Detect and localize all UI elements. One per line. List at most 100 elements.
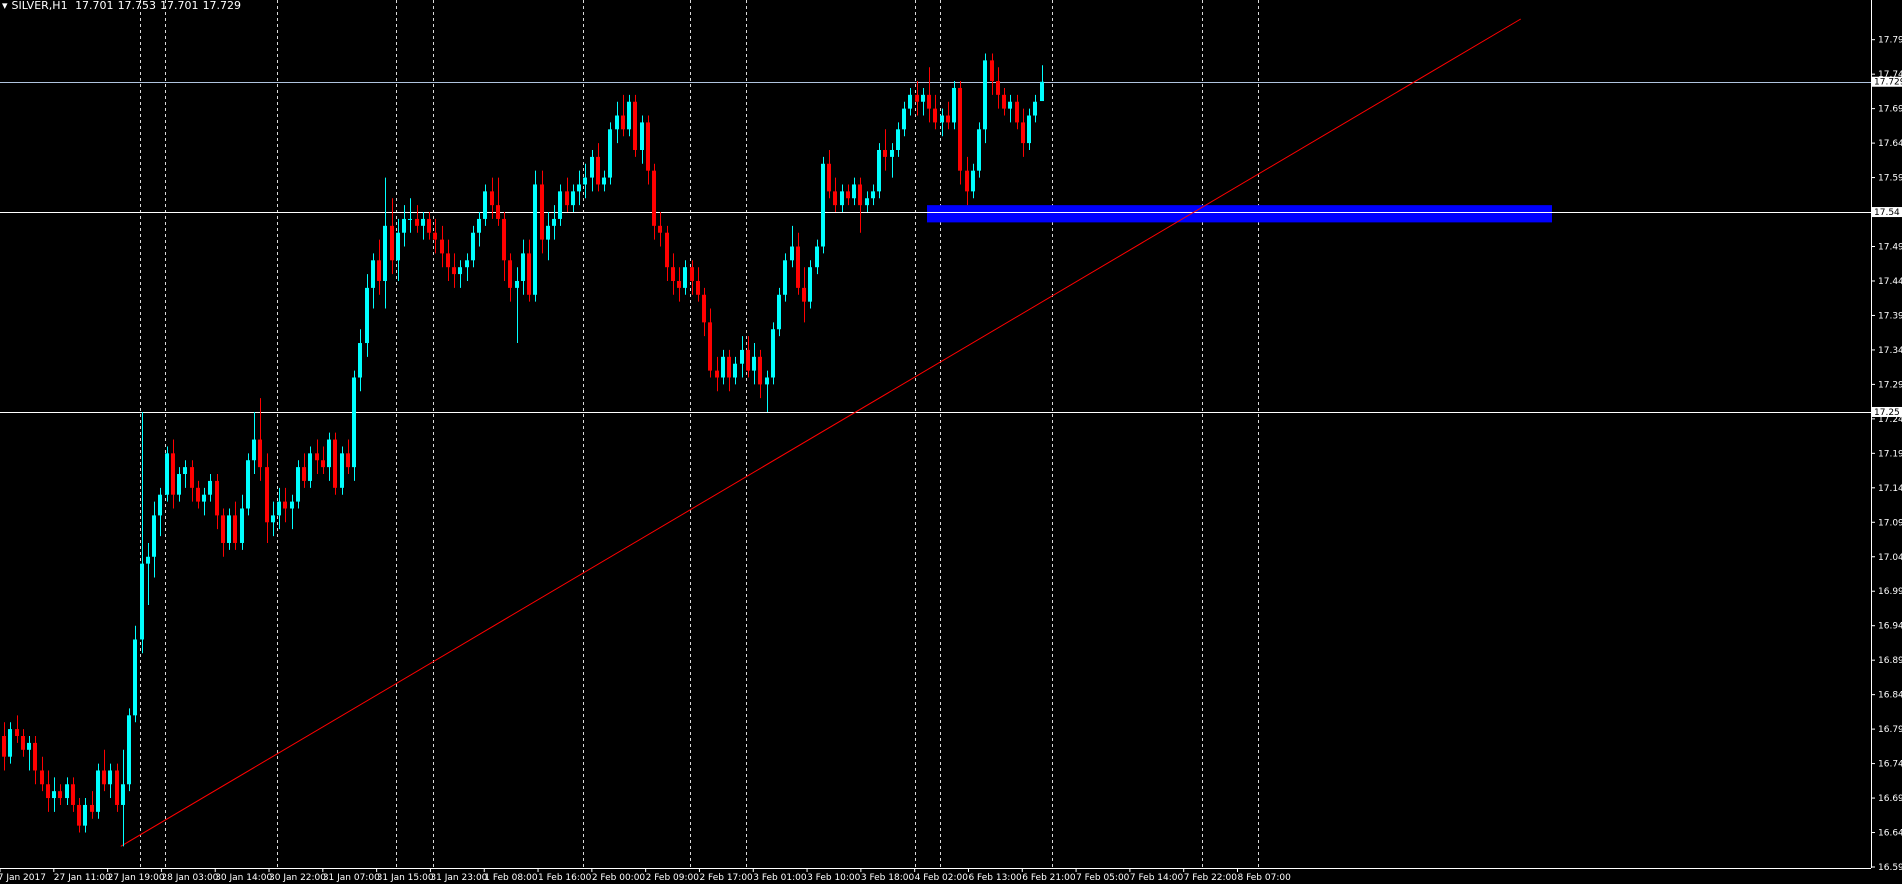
candle-body bbox=[371, 260, 375, 288]
candle-body bbox=[477, 218, 481, 233]
price-tick-label: 17.09 bbox=[1878, 518, 1902, 528]
candle-body bbox=[602, 177, 606, 185]
candle-body bbox=[1040, 81, 1044, 102]
candle-body bbox=[702, 294, 706, 323]
time-tick-label: 6 Feb 21:00 bbox=[1022, 873, 1076, 883]
candle-body bbox=[202, 494, 206, 502]
candle-body bbox=[183, 467, 187, 475]
candle-body bbox=[721, 356, 725, 378]
candle-body bbox=[52, 791, 56, 799]
candle-body bbox=[165, 453, 169, 495]
candle-body bbox=[658, 225, 662, 233]
candle-body bbox=[90, 804, 94, 812]
candle-body bbox=[221, 515, 225, 543]
candle-body bbox=[790, 246, 794, 261]
candle-body bbox=[427, 218, 431, 233]
candle-body bbox=[677, 280, 681, 288]
time-tick-label: 3 Feb 01:00 bbox=[753, 873, 807, 883]
time-tick-label: 3 Feb 18:00 bbox=[861, 873, 915, 883]
price-tick-label: 17.39 bbox=[1878, 311, 1902, 321]
price-tick-label: 16.69 bbox=[1878, 794, 1902, 804]
period-separators bbox=[140, 0, 1259, 868]
price-tick-label: 16.59 bbox=[1878, 863, 1902, 873]
candle-body bbox=[990, 60, 994, 82]
candle-body bbox=[540, 184, 544, 240]
low-value: 17.701 bbox=[160, 0, 199, 12]
candle-body bbox=[515, 280, 519, 288]
candle-body bbox=[408, 218, 412, 220]
candle-body bbox=[8, 729, 12, 757]
candle-body bbox=[71, 784, 75, 805]
candle-body bbox=[521, 253, 525, 281]
price-tag-box bbox=[1872, 207, 1902, 218]
time-tick-label: 31 Jan 15:00 bbox=[377, 873, 434, 883]
candle-body bbox=[696, 280, 700, 295]
candle-body bbox=[740, 349, 744, 364]
price-tick-label: 16.89 bbox=[1878, 656, 1902, 666]
candle-body bbox=[240, 508, 244, 543]
candle-body bbox=[871, 191, 875, 199]
candle-body bbox=[821, 163, 825, 247]
time-tick-label: 2 Feb 09:00 bbox=[646, 873, 700, 883]
candle-body bbox=[127, 715, 131, 785]
trendline-layer[interactable] bbox=[120, 18, 1522, 847]
candle-body bbox=[565, 191, 569, 206]
candle-body bbox=[883, 149, 887, 157]
candle-body bbox=[671, 267, 675, 281]
candle-body bbox=[177, 474, 181, 495]
price-tag-box bbox=[1872, 406, 1902, 417]
close-value: 17.729 bbox=[202, 0, 242, 12]
candle-body bbox=[471, 232, 475, 261]
candle-body bbox=[958, 87, 962, 171]
support-zone[interactable] bbox=[927, 205, 1552, 223]
time-tick-label: 1 Feb 16:00 bbox=[538, 873, 592, 883]
candle-body bbox=[383, 225, 387, 281]
time-tick-label: 8 Feb 07:00 bbox=[1238, 873, 1292, 883]
candle-body bbox=[246, 460, 250, 509]
candle-body bbox=[783, 260, 787, 295]
candle-body bbox=[258, 439, 262, 468]
candle-body bbox=[465, 260, 469, 268]
time-tick-label: 31 Jan 23:00 bbox=[430, 873, 487, 883]
candle-body bbox=[771, 329, 775, 378]
candle-body bbox=[483, 191, 487, 219]
price-tick-label: 17.04 bbox=[1878, 553, 1902, 563]
candle-body bbox=[458, 267, 462, 275]
candle-body bbox=[590, 156, 594, 178]
price-tick-label: 17.29 bbox=[1878, 380, 1902, 390]
open-value: 17.701 bbox=[75, 0, 114, 12]
candle-body bbox=[758, 356, 762, 385]
candle-body bbox=[1027, 115, 1031, 144]
candle-body bbox=[333, 439, 337, 488]
candle-body bbox=[933, 108, 937, 123]
candle-body bbox=[952, 87, 956, 123]
candle-body bbox=[96, 770, 100, 812]
candle-body bbox=[415, 218, 419, 226]
candle-body bbox=[146, 556, 150, 564]
time-tick-label: 28 Jan 03:00 bbox=[161, 873, 218, 883]
time-tick-label: 27 Jan 2017 bbox=[0, 873, 46, 883]
price-tick-label: 17.64 bbox=[1878, 139, 1902, 149]
candle-body bbox=[983, 60, 987, 130]
candle-body bbox=[40, 770, 44, 785]
candle-body bbox=[102, 770, 106, 785]
candle-body bbox=[77, 804, 81, 826]
price-tick-label: 16.64 bbox=[1878, 829, 1902, 839]
candles bbox=[2, 53, 1044, 847]
candle-body bbox=[571, 191, 575, 206]
candle-body bbox=[452, 267, 456, 275]
price-tick-label: 17.69 bbox=[1878, 105, 1902, 115]
candle-body bbox=[752, 356, 756, 371]
candle-body bbox=[340, 453, 344, 488]
candle-body bbox=[527, 253, 531, 295]
candle-body bbox=[715, 370, 719, 378]
candle-body bbox=[440, 239, 444, 254]
collapse-arrow-icon[interactable]: ▾ bbox=[2, 0, 8, 12]
time-tick-label: 2 Feb 00:00 bbox=[592, 873, 646, 883]
candle-body bbox=[615, 115, 619, 130]
horizontal-levels[interactable] bbox=[0, 82, 1871, 413]
candle-body bbox=[765, 377, 769, 385]
candle-body bbox=[546, 225, 550, 240]
